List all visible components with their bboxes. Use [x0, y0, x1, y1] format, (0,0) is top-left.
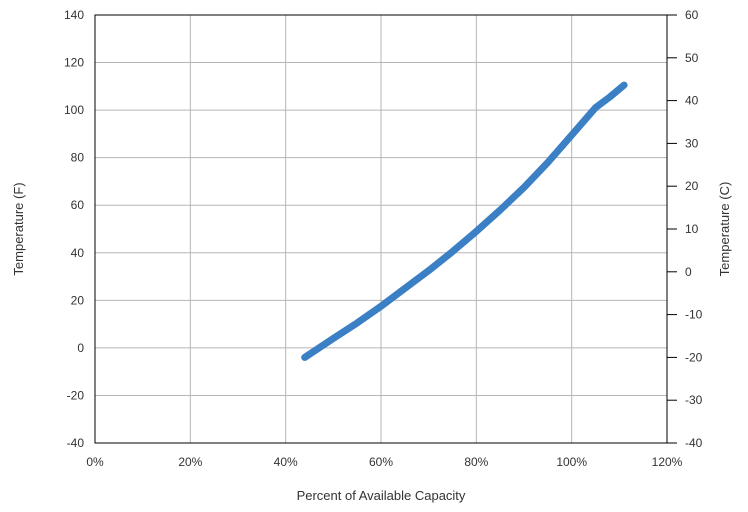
right-y-tick-label: 0 — [685, 265, 692, 279]
right-y-tick-label: 40 — [685, 94, 699, 108]
series-layer — [301, 81, 628, 361]
right-y-tick-label: -20 — [685, 350, 703, 364]
grid-lines — [95, 15, 667, 443]
right-y-tick-label: 50 — [685, 51, 699, 65]
right-y-tick-label: 10 — [685, 222, 699, 236]
series-line — [301, 81, 628, 361]
left-y-axis-ticks: -40 -20 0 20 40 60 80 100 120 140 — [64, 8, 84, 450]
left-y-tick-label: -40 — [67, 436, 85, 450]
left-y-tick-label: 120 — [64, 56, 84, 70]
left-y-tick-label: 0 — [77, 341, 84, 355]
x-tick-label: 20% — [178, 455, 202, 469]
left-y-axis-title: Temperature (F) — [11, 182, 26, 275]
x-tick-label: 100% — [556, 455, 587, 469]
left-y-tick-label: 20 — [71, 293, 85, 307]
x-axis-ticks: 0% 20% 40% 60% 80% 100% 120% — [86, 455, 682, 469]
right-y-tick-label: -30 — [685, 393, 703, 407]
left-y-tick-label: 40 — [71, 246, 85, 260]
right-y-tick-label: 20 — [685, 179, 699, 193]
right-y-tick-label: -10 — [685, 308, 703, 322]
left-y-tick-label: 140 — [64, 8, 84, 22]
x-tick-label: 120% — [652, 455, 683, 469]
left-y-tick-label: 60 — [71, 198, 85, 212]
left-y-tick-label: 80 — [71, 151, 85, 165]
right-y-axis-ticks: -40 -30 -20 -10 0 10 20 30 40 50 60 — [667, 8, 703, 450]
right-y-axis-title: Temperature (C) — [717, 182, 732, 277]
right-y-tick-label: 30 — [685, 136, 699, 150]
x-tick-label: 80% — [464, 455, 488, 469]
x-tick-label: 0% — [86, 455, 104, 469]
left-y-tick-label: 100 — [64, 103, 84, 117]
x-tick-label: 40% — [274, 455, 298, 469]
right-y-tick-label: 60 — [685, 8, 699, 22]
x-axis-title: Percent of Available Capacity — [297, 488, 466, 503]
left-y-tick-label: -20 — [67, 388, 85, 402]
x-tick-label: 60% — [369, 455, 393, 469]
right-y-tick-label: -40 — [685, 436, 703, 450]
